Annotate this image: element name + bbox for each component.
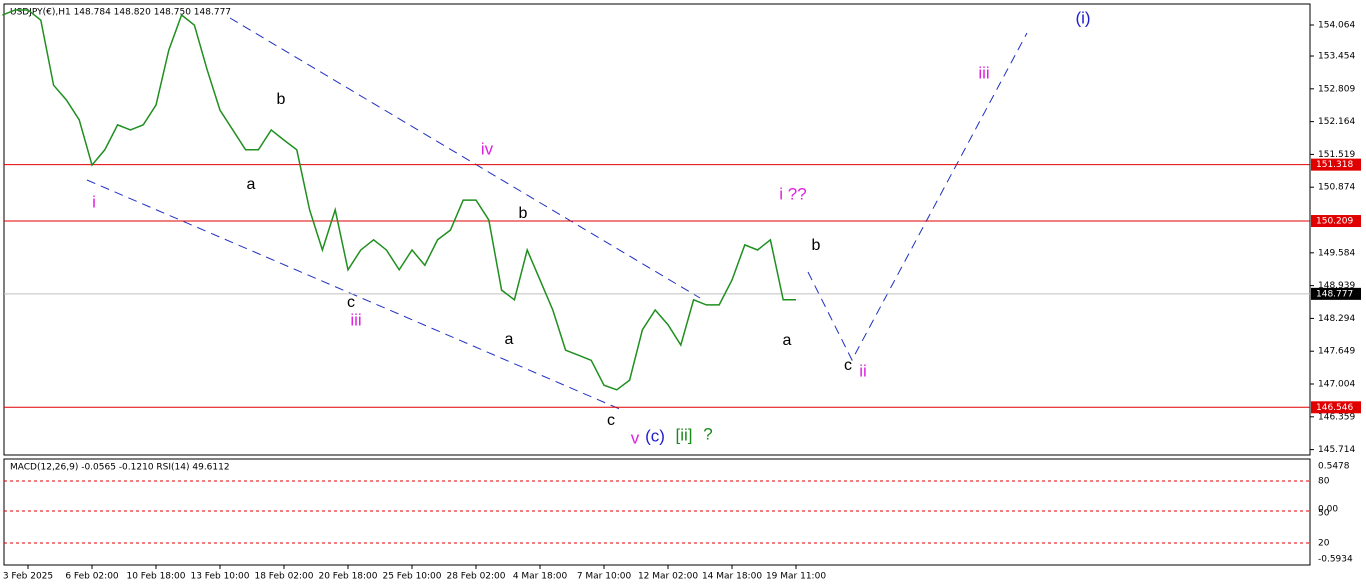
y-tick-label: 145.714 (1318, 445, 1355, 455)
wave-label: iv (481, 139, 494, 158)
channel-lines (86, 17, 1028, 411)
y-tick-label: 152.809 (1318, 84, 1355, 94)
lower-channel (86, 179, 623, 411)
wave-label: iii (978, 63, 989, 82)
y-tick-label: 148.294 (1318, 314, 1355, 324)
x-tick-label: 13 Feb 10:00 (190, 572, 249, 582)
y-tick-label: 147.004 (1318, 380, 1355, 390)
price-line (2, 9, 796, 391)
level-label: 150.209 (1316, 217, 1353, 227)
wave-label: [ii] (676, 425, 693, 444)
level-label: 148.777 (1316, 289, 1353, 299)
y-tick-label: 146.359 (1318, 412, 1355, 422)
price-panel (3, 3, 1311, 456)
wave-label: ? (703, 424, 712, 443)
x-tick-label: 12 Mar 02:00 (638, 572, 698, 582)
indicator-tick-label: 80 (1318, 477, 1330, 487)
y-tick-label: 147.649 (1318, 347, 1355, 357)
x-tick-label: 6 Feb 02:00 (65, 572, 119, 582)
level-label-box (1311, 287, 1361, 300)
wave-label: b (812, 237, 821, 254)
indicator-tick-label: 0.5478 (1318, 462, 1350, 472)
level-label-box (1311, 215, 1361, 228)
y-tick-label: 151.519 (1318, 150, 1355, 160)
indicator-tick-label: 0.00 (1318, 505, 1338, 515)
y-tick-label: 152.164 (1318, 117, 1355, 127)
level-label: 146.546 (1316, 403, 1353, 413)
y-tick-label: 149.584 (1318, 248, 1355, 258)
indicator-tick-label: 50 (1318, 509, 1330, 519)
wave-label: iii (350, 310, 361, 329)
x-tick-label: 25 Feb 10:00 (382, 572, 441, 582)
x-tick-label: 28 Feb 02:00 (446, 572, 505, 582)
projection (807, 32, 1028, 362)
wave-label: a (247, 176, 256, 193)
level-label-box (1311, 158, 1361, 171)
x-tick-label: 14 Mar 18:00 (702, 572, 762, 582)
wave-label: i ?? (779, 184, 806, 203)
wave-label: i (92, 192, 96, 211)
wave-label: c (347, 294, 355, 311)
wave-label: c (844, 357, 852, 374)
wave-label: v (631, 428, 640, 447)
x-tick-label: 20 Feb 18:00 (318, 572, 377, 582)
rsi-levels (4, 480, 1310, 544)
wave-label: b (277, 91, 286, 108)
wave-label: a (505, 331, 514, 348)
wave-label: ii (859, 361, 867, 380)
y-tick-label: 148.939 (1318, 281, 1355, 291)
y-tick-label: 150.874 (1318, 183, 1355, 193)
y-tick-label: 154.064 (1318, 21, 1355, 31)
x-tick-label: 7 Mar 10:00 (577, 572, 632, 582)
wave-label: (i) (1075, 8, 1090, 27)
wave-label: (c) (645, 426, 665, 445)
indicator-tick-label: -0.5934 (1318, 555, 1353, 565)
y-tick-label: 153.454 (1318, 52, 1355, 62)
x-tick-label: 4 Mar 18:00 (513, 572, 568, 582)
x-tick-label: 18 Feb 02:00 (254, 572, 313, 582)
x-tick-label: 19 Mar 11:00 (766, 572, 826, 582)
indicator-tick-label: 20 (1318, 539, 1330, 549)
wave-label: a (783, 332, 792, 349)
wave-label: b (519, 205, 528, 222)
x-tick-label: 3 Feb 2025 (3, 572, 53, 582)
level-label: 151.318 (1316, 160, 1353, 170)
upper-channel (229, 17, 701, 299)
indicator-title: MACD(12,26,9) -0.0565 -0.1210 RSI(14) 49… (10, 463, 230, 473)
x-tick-label: 10 Feb 18:00 (126, 572, 185, 582)
chart-header: USDJPY(€),H1 148.784 148.820 148.750 148… (10, 8, 231, 18)
wave-label: c (607, 412, 615, 429)
indicator-panel (3, 458, 1311, 566)
level-label-box (1311, 401, 1361, 414)
